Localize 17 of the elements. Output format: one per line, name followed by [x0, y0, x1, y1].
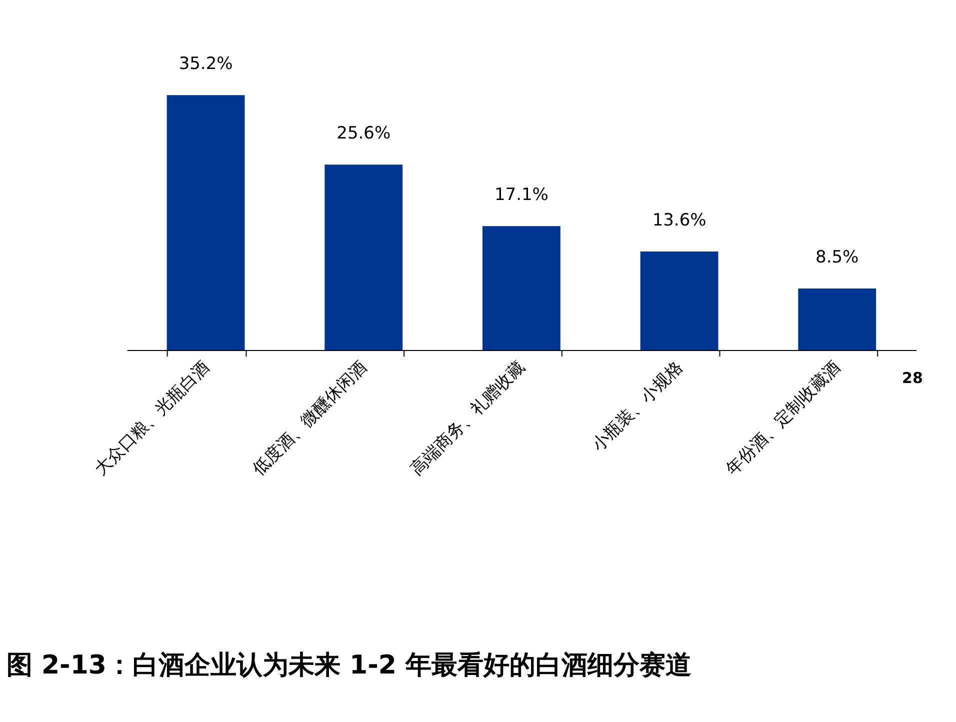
data-label: 13.6%: [652, 210, 706, 231]
bar: [324, 164, 403, 350]
bar: [798, 288, 876, 350]
x-tick-label: 大众口粮、光瓶白酒: [91, 357, 214, 480]
x-tick-label: 低度酒、微醺休闲酒: [248, 357, 372, 480]
x-tick-label: 高端商务、礼赠收藏: [406, 357, 530, 480]
x-tick-label: 小瓶装、小规格: [588, 357, 687, 456]
text: 28: [902, 368, 923, 387]
bar: [482, 226, 560, 350]
bar: [640, 252, 718, 350]
data-label: 25.6%: [336, 124, 391, 144]
data-label: 17.1%: [494, 185, 548, 206]
x-tick-label: 年份酒、定制收藏酒: [722, 357, 845, 480]
data-label: 8.5%: [816, 247, 859, 268]
text: 图 2-13：白酒企业认为未来 1-2 年最看好的白酒细分赛道: [6, 650, 692, 681]
bar: [166, 95, 245, 350]
data-label: 35.2%: [178, 54, 233, 74]
